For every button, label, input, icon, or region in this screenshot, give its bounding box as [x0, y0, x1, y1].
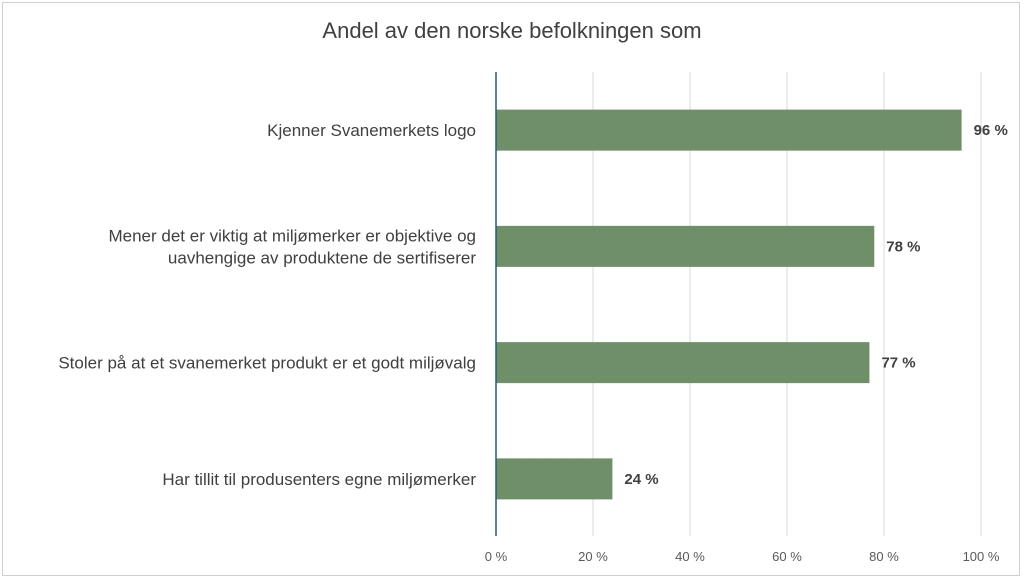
bar-2: [496, 342, 870, 384]
x-tick-label-1: 20 %: [578, 549, 608, 564]
data-label-0: 96 %: [974, 122, 1008, 139]
bar-1: [496, 225, 875, 267]
category-label-1-0: Mener det er viktig at miljømerker er ob…: [108, 226, 476, 245]
bar-3: [496, 458, 613, 500]
x-tick-label-2: 40 %: [675, 549, 705, 564]
category-label-2-0: Stoler på at et svanemerket produkt er e…: [58, 354, 476, 373]
category-label-0-0: Kjenner Svanemerkets logo: [267, 121, 476, 140]
data-label-2: 77 %: [881, 355, 915, 372]
data-label-1: 78 %: [886, 238, 920, 255]
x-tick-label-5: 100 %: [963, 549, 1000, 564]
data-label-3: 24 %: [624, 471, 658, 488]
category-label-3-0: Har tillit til produsenters egne miljøme…: [162, 470, 476, 489]
x-tick-label-4: 80 %: [869, 549, 899, 564]
x-tick-label-3: 60 %: [772, 549, 802, 564]
bar-0: [496, 109, 962, 151]
category-label-1-1: uavhengige av produktene de sertifiserer: [168, 248, 476, 267]
x-tick-label-0: 0 %: [485, 549, 508, 564]
chart-title: Andel av den norske befolkningen som: [322, 18, 702, 43]
